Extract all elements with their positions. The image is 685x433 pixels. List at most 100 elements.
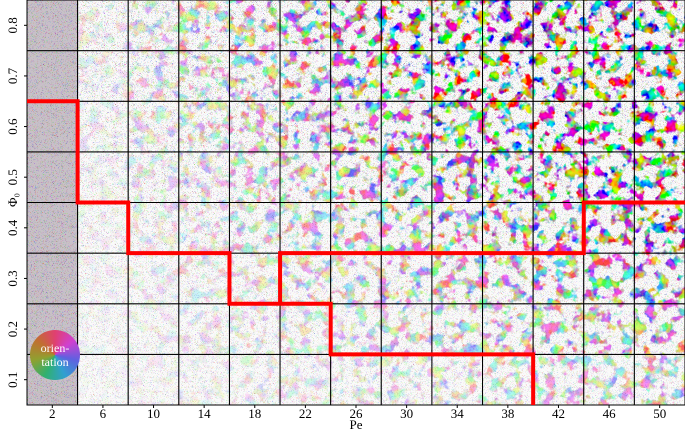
y-tick-label: 0.5 bbox=[5, 169, 20, 185]
x-tick-label: 10 bbox=[147, 406, 160, 421]
cell-cluster bbox=[77, 0, 129, 51]
cell-cluster bbox=[533, 151, 584, 203]
cell-cluster bbox=[178, 354, 230, 405]
cell-cluster bbox=[634, 101, 685, 152]
cell-cluster bbox=[178, 50, 230, 102]
cell-cluster bbox=[381, 354, 432, 405]
cell-cluster bbox=[178, 202, 230, 254]
cell-cluster bbox=[583, 354, 635, 405]
x-tick-label: 2 bbox=[49, 406, 56, 421]
cell-cluster bbox=[431, 202, 483, 254]
x-tick-label: 18 bbox=[248, 406, 261, 421]
cell-cluster bbox=[634, 253, 685, 304]
cell-cluster bbox=[78, 354, 129, 405]
cell-cluster bbox=[128, 303, 179, 355]
cell-cluster bbox=[431, 0, 483, 51]
cell-cluster bbox=[280, 0, 331, 51]
cell-cluster bbox=[533, 354, 584, 405]
cell-cluster bbox=[330, 253, 382, 304]
cell-cluster bbox=[330, 202, 382, 254]
cell-cluster bbox=[330, 101, 382, 152]
cell-cluster bbox=[533, 253, 584, 304]
cell-cluster bbox=[482, 50, 534, 102]
cell-cluster bbox=[229, 253, 281, 304]
y-tick-label: 0.8 bbox=[5, 17, 20, 33]
x-tick-label: 22 bbox=[299, 406, 312, 421]
legend-text: orien- bbox=[40, 341, 70, 355]
cell-cluster bbox=[229, 0, 281, 51]
cell-cluster bbox=[431, 253, 483, 304]
cell-cluster bbox=[178, 0, 230, 51]
cell-cluster bbox=[634, 202, 685, 254]
cell-cluster bbox=[381, 202, 432, 254]
cell-cluster bbox=[533, 0, 584, 51]
cell-speckle bbox=[27, 50, 78, 102]
cell-cluster bbox=[583, 0, 635, 51]
x-tick-label: 42 bbox=[552, 406, 565, 421]
cell-speckle bbox=[27, 101, 78, 152]
cell-cluster bbox=[381, 0, 432, 51]
cell-cluster bbox=[128, 50, 179, 102]
cell-cluster bbox=[533, 303, 584, 355]
cell-cluster bbox=[381, 151, 432, 203]
cell-cluster bbox=[381, 303, 432, 355]
y-axis-label: Φ₀ bbox=[5, 193, 20, 207]
cell-cluster bbox=[381, 50, 432, 102]
cell-cluster bbox=[229, 101, 281, 152]
cell-cluster bbox=[381, 101, 432, 152]
cell-cluster bbox=[533, 101, 584, 152]
cell-cluster bbox=[229, 354, 281, 405]
cell-cluster bbox=[634, 303, 685, 355]
y-tick-label: 0.7 bbox=[5, 67, 20, 84]
cell-cluster bbox=[128, 151, 179, 203]
x-tick-label: 6 bbox=[100, 406, 107, 421]
cell-cluster bbox=[77, 50, 129, 102]
cell-speckle bbox=[27, 0, 78, 51]
cell-cluster bbox=[77, 303, 129, 355]
cell-cluster bbox=[229, 202, 281, 254]
cell-cluster bbox=[280, 202, 331, 254]
cell-cluster bbox=[178, 101, 230, 152]
cell-speckle bbox=[27, 151, 78, 203]
y-tick-label: 0.1 bbox=[5, 372, 20, 388]
cell-cluster bbox=[482, 0, 534, 51]
cell-speckle bbox=[27, 202, 78, 254]
cell-cluster bbox=[178, 253, 230, 304]
cell-cluster bbox=[482, 354, 534, 405]
cell-cluster bbox=[77, 202, 129, 254]
cell-cluster bbox=[583, 303, 635, 355]
cell-cluster bbox=[482, 303, 534, 355]
cell-cluster bbox=[229, 303, 281, 355]
cell-cluster bbox=[330, 151, 382, 203]
x-tick-label: 34 bbox=[451, 406, 465, 421]
x-tick-label: 26 bbox=[350, 406, 364, 421]
cell-cluster bbox=[381, 253, 432, 304]
y-tick-label: 0.2 bbox=[5, 321, 20, 337]
cell-cluster bbox=[482, 253, 534, 304]
cell-cluster bbox=[482, 151, 534, 203]
phase-boundary bbox=[278, 200, 685, 304]
cell-cluster bbox=[280, 253, 331, 304]
x-axis-label: Pe bbox=[350, 417, 363, 432]
cell-cluster bbox=[583, 151, 635, 203]
cell-speckle bbox=[27, 253, 78, 304]
cell-cluster bbox=[280, 151, 331, 203]
cell-border bbox=[633, 0, 685, 52]
cell-cluster bbox=[128, 202, 179, 254]
y-tick-label: 0.4 bbox=[5, 219, 20, 236]
orientation-legend: orien- tation bbox=[30, 330, 80, 380]
cell-cluster bbox=[330, 50, 382, 102]
cells bbox=[26, 0, 685, 406]
cell-speckle bbox=[77, 354, 129, 405]
cell-cluster bbox=[431, 303, 483, 355]
cell-cluster bbox=[583, 253, 635, 304]
cell-cluster bbox=[634, 354, 685, 405]
cell-cluster bbox=[229, 50, 281, 102]
cell-cluster bbox=[583, 202, 635, 254]
cell-cluster bbox=[583, 101, 635, 152]
cell-cluster bbox=[431, 50, 483, 102]
cell-cluster bbox=[482, 101, 534, 152]
cell-cluster bbox=[280, 50, 331, 102]
